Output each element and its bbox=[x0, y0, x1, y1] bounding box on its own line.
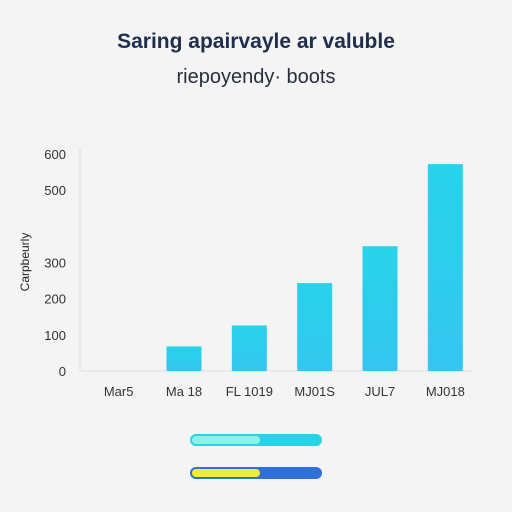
progress-bar-1 bbox=[190, 434, 322, 446]
x-tick-label-4: JUL7 bbox=[365, 384, 395, 399]
bar-1 bbox=[166, 346, 202, 371]
y-tick-label-3: 300 bbox=[44, 256, 66, 271]
chart-title: Saring apairvayle ar valuble bbox=[117, 30, 395, 53]
y-tick-label-1: 100 bbox=[44, 328, 66, 343]
x-tick-label-0: Mar5 bbox=[104, 384, 134, 399]
bar-chart: 0 100 200 300 500 600 Carpbeurly Mar5 Ma 18 FL 10… bbox=[18, 147, 472, 399]
progress-bar-2 bbox=[190, 467, 322, 479]
y-tick-label-5: 600 bbox=[44, 147, 66, 162]
bar-4 bbox=[362, 246, 398, 371]
x-tick-label-3: MJ01S bbox=[294, 384, 335, 399]
bar-3 bbox=[297, 283, 333, 371]
y-tick-label-2: 200 bbox=[44, 292, 66, 307]
y-tick-label-4: 500 bbox=[44, 183, 66, 198]
x-tick-label-1: Ma 18 bbox=[166, 384, 202, 399]
y-axis-label: Carpbeurly bbox=[18, 233, 32, 292]
progress-bar-2-fill bbox=[192, 469, 260, 477]
x-tick-label-5: MJ018 bbox=[426, 384, 465, 399]
y-tick-label-0: 0 bbox=[59, 364, 66, 379]
x-tick-label-2: FL 1019 bbox=[226, 384, 273, 399]
progress-bar-1-fill bbox=[192, 436, 260, 444]
bar-5 bbox=[427, 164, 463, 371]
chart-subtitle: riepoyendy· boots bbox=[176, 66, 336, 88]
bar-2 bbox=[231, 325, 267, 371]
